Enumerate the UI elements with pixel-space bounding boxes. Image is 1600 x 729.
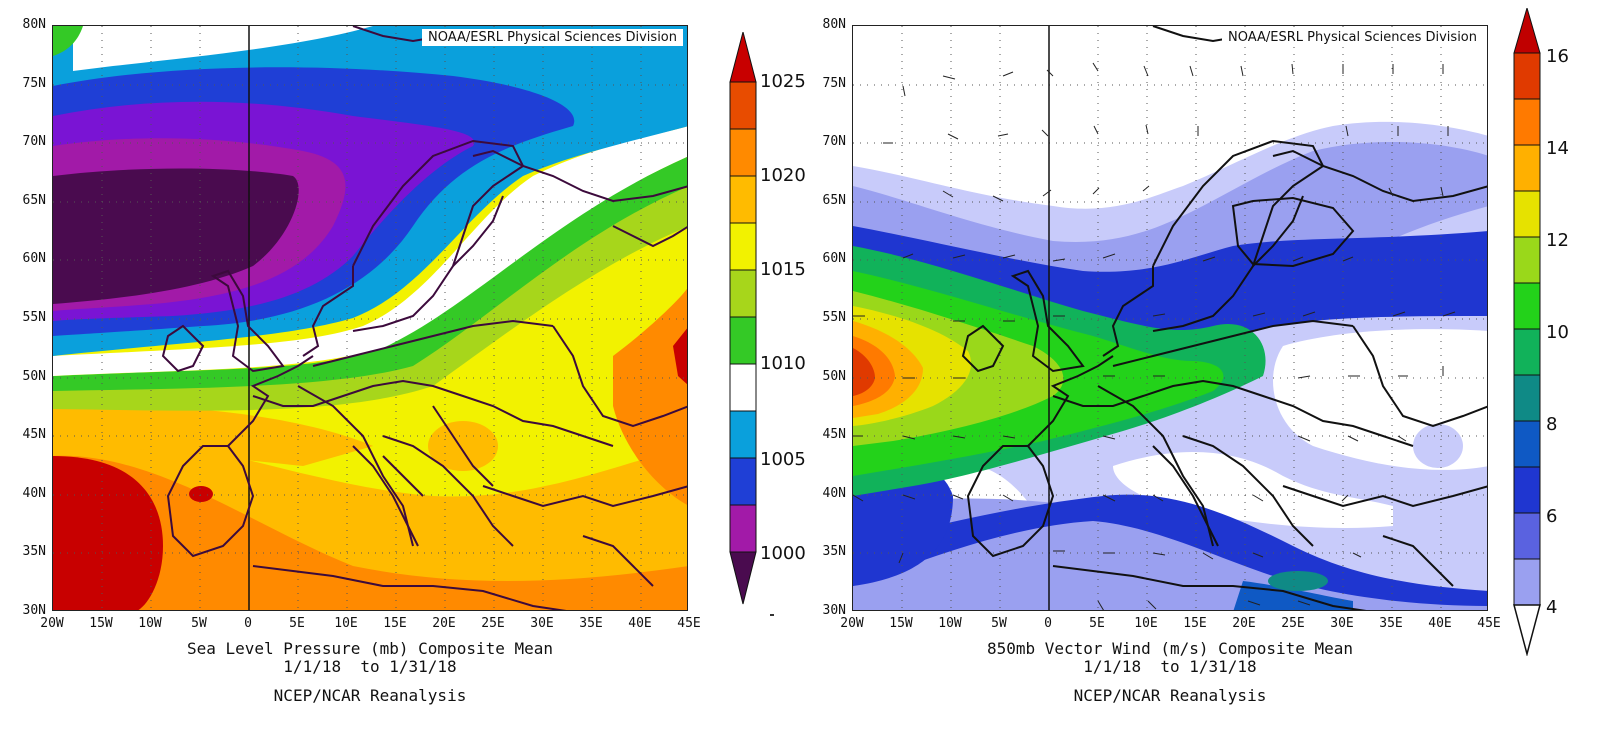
y-tick: 60N [822, 251, 846, 266]
y-tick: 55N [822, 310, 846, 325]
y-tick: 70N [22, 134, 46, 149]
slp-panel: NOAA/ESRL Physical Sciences Division 80N… [22, 17, 806, 705]
wind-caption-dates: 1/1/18 to 1/31/18 [1083, 657, 1257, 676]
x-tick: 30E [530, 616, 554, 631]
x-tick: 10E [334, 616, 358, 631]
wind-credit: NOAA/ESRL Physical Sciences Division [1222, 29, 1483, 46]
y-tick: 80N [22, 17, 46, 32]
x-tick: 20W [840, 616, 864, 631]
x-tick: 15E [1183, 616, 1207, 631]
x-tick: 5W [991, 616, 1007, 631]
wind-coastlines [961, 26, 1487, 610]
x-tick: 10W [138, 616, 162, 631]
y-tick: 30N [22, 603, 46, 618]
slp-colorbar [729, 32, 757, 605]
wind-colorbar-label: 16 [1546, 46, 1569, 67]
x-tick: 5W [191, 616, 207, 631]
x-tick: 25E [481, 616, 505, 631]
slp-colorbar-label: 1015 [760, 259, 806, 280]
x-tick: 35E [1379, 616, 1403, 631]
x-tick: 10W [938, 616, 962, 631]
x-tick: 0 [244, 616, 252, 631]
x-tick: 20E [432, 616, 456, 631]
y-tick: 60N [22, 251, 46, 266]
slp-caption-dates: 1/1/18 to 1/31/18 [283, 657, 457, 676]
y-tick: 40N [822, 486, 846, 501]
slp-caption-source: NCEP/NCAR Reanalysis [273, 686, 467, 705]
slp-credit: NOAA/ESRL Physical Sciences Division [422, 29, 683, 46]
slp-caption-title: Sea Level Pressure (mb) Composite Mean [186, 639, 554, 658]
x-tick: 20E [1232, 616, 1256, 631]
wind-colorbar [1513, 8, 1541, 656]
x-tick: 45E [1477, 616, 1501, 631]
slp-map: NOAA/ESRL Physical Sciences Division [52, 25, 688, 611]
x-tick: 10E [1134, 616, 1158, 631]
x-tick: 15W [889, 616, 913, 631]
slp-colorbar-label: 1010 [760, 353, 806, 374]
y-tick: 45N [822, 427, 846, 442]
wind-colorbar-label: 6 [1546, 506, 1558, 527]
y-tick: 50N [822, 369, 846, 384]
y-tick: 70N [822, 134, 846, 149]
slp-contour-field [53, 26, 687, 610]
y-tick: 30N [822, 603, 846, 618]
wind-vectors [853, 62, 1456, 610]
y-tick: 55N [22, 310, 46, 325]
x-tick: 40E [628, 616, 652, 631]
wind-caption-title: 850mb Vector Wind (m/s) Composite Mean [986, 639, 1354, 658]
y-tick: 75N [822, 76, 846, 91]
wind-panel: NOAA/ESRL Physical Sciences Division 80N… [800, 0, 1600, 729]
y-tick: 40N [22, 486, 46, 501]
x-tick: 30E [1330, 616, 1354, 631]
wind-caption-source: NCEP/NCAR Reanalysis [1073, 686, 1267, 705]
y-tick: 75N [22, 76, 46, 91]
slp-colorbar-label: 1020 [760, 165, 806, 186]
x-tick: 25E [1281, 616, 1305, 631]
y-tick: 45N [22, 427, 46, 442]
wind-colorbar-label: 10 [1546, 322, 1569, 343]
y-tick: 35N [22, 544, 46, 559]
x-tick: 0 [1044, 616, 1052, 631]
x-tick: 35E [579, 616, 603, 631]
slp-colorbar-label: 1005 [760, 449, 806, 470]
x-tick: 5E [1089, 616, 1105, 631]
slp-colorbar-label: 1000 [760, 543, 806, 564]
x-tick: 20W [40, 616, 64, 631]
wind-colorbar-label: 14 [1546, 138, 1569, 159]
y-tick: 50N [22, 369, 46, 384]
y-tick: 65N [22, 193, 46, 208]
wind-contour-field [853, 26, 1487, 610]
x-tick: 40E [1428, 616, 1452, 631]
y-tick: 35N [822, 544, 846, 559]
slp-colorbar-label: 1025 [760, 71, 806, 92]
wind-colorbar-label: 8 [1546, 414, 1558, 435]
wind-colorbar-label: 12 [1546, 230, 1569, 251]
slp-coastlines [161, 26, 687, 610]
stray-mark [770, 614, 774, 616]
wind-colorbar-label: 4 [1546, 597, 1558, 618]
x-tick: 15E [383, 616, 407, 631]
x-tick: 5E [289, 616, 305, 631]
x-tick: 15W [89, 616, 113, 631]
y-tick: 80N [822, 17, 846, 32]
x-tick: 45E [677, 616, 701, 631]
y-tick: 65N [822, 193, 846, 208]
wind-map: NOAA/ESRL Physical Sciences Division [852, 25, 1488, 611]
